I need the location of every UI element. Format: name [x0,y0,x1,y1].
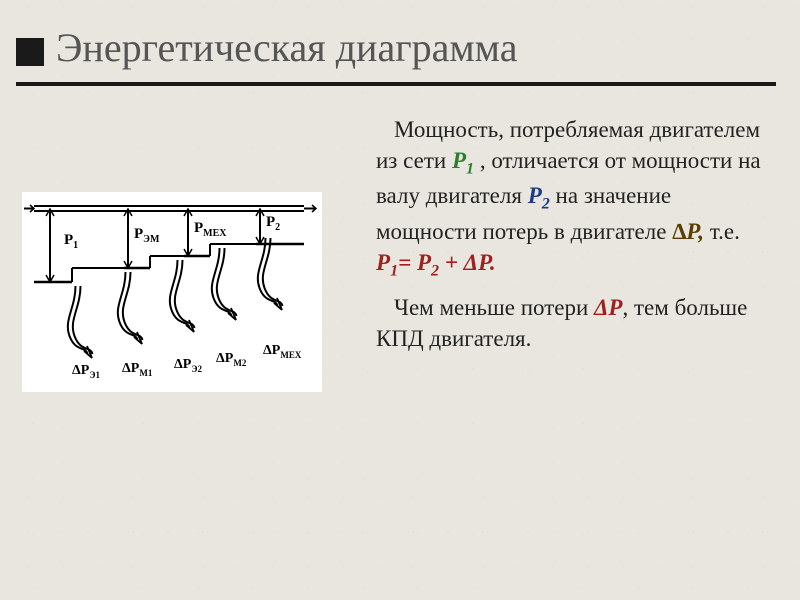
paragraph-1: Мощность, потребляемая двигателем из сет… [376,114,776,282]
sym-P2: Р2 [528,183,550,208]
energy-diagram: P1PЭМPМЕХP2ΔPЭ1ΔPМ1ΔPЭ2ΔPМ2ΔPМЕХ [16,184,356,414]
txt: Чем меньше потери [394,295,594,320]
title-underline [16,82,776,86]
sym-dP: ∆Р, [672,219,704,244]
paragraph-2: Чем меньше потери ΔР, тем больше КПД дви… [376,292,776,354]
diagram-svg: P1PЭМPМЕХP2ΔPЭ1ΔPМ1ΔPЭ2ΔPМ2ΔPМЕХ [16,184,356,414]
txt: т.е. [704,219,740,244]
body-text: Мощность, потребляемая двигателем из сет… [376,114,776,364]
title-bar: Энергетическая диаграмма [16,14,784,94]
sym-dP2: ΔР [594,295,622,320]
sym-P1: Р1 [452,148,474,173]
content-area: P1PЭМPМЕХP2ΔPЭ1ΔPМ1ΔPЭ2ΔPМ2ΔPМЕХ Мощност… [16,114,784,574]
eq: Р1= Р2 + ΔР. [376,250,496,275]
slide-title: Энергетическая диаграмма [56,24,517,71]
title-marker-square [16,38,44,66]
